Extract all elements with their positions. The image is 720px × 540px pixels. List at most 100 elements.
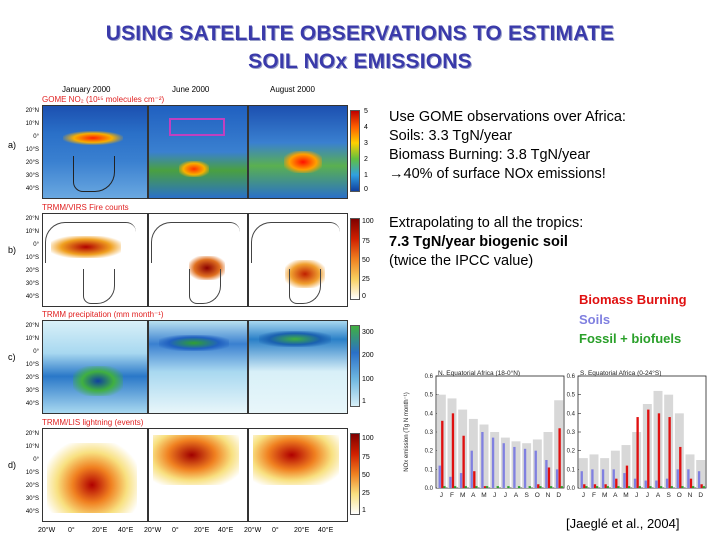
lat-label: 20°S (25, 160, 39, 166)
lon-label: 20°W (244, 527, 262, 534)
x-tick-label: J (646, 492, 649, 499)
x-tick-label: F (592, 492, 596, 499)
lat-label: 0° (33, 349, 39, 355)
colorbar-precip (350, 325, 360, 407)
bar-fossil-biofuels (659, 486, 663, 488)
colorbar-tick: 50 (362, 257, 370, 264)
lat-label: 0° (33, 134, 39, 140)
y-tick-label: 0.6 (425, 374, 434, 380)
map-row-label-d: d) (8, 460, 17, 470)
bar-soils (580, 471, 583, 488)
bar-soils (644, 480, 647, 488)
bar-total (511, 441, 521, 488)
text-biomass-value: Biomass Burning: 3.8 TgN/year (389, 147, 591, 163)
colorbar-tick: 300 (362, 329, 374, 336)
text-extrapolating: Extrapolating to all the tropics: (389, 215, 584, 231)
bar-total (578, 458, 588, 488)
y-tick-label: 0.5 (425, 393, 434, 399)
bar-biomass-burning (441, 420, 444, 488)
x-tick-label: S (524, 492, 529, 499)
x-tick-label: M (602, 492, 607, 499)
map-row-title-precip: TRMM precipitation (mm month⁻¹) (42, 310, 164, 319)
bar-total (500, 437, 510, 488)
lat-label: 10°N (25, 229, 39, 235)
bar-biomass-burning (483, 486, 487, 488)
lat-label: 10°S (25, 362, 39, 368)
bar-soils (502, 443, 505, 488)
bar-soils (697, 471, 701, 488)
lat-label: 10°N (25, 336, 39, 342)
bar-biomass-burning (547, 467, 551, 488)
colorbar-tick: 25 (362, 490, 370, 497)
map-column-header-june: June 2000 (172, 85, 210, 94)
y-tick-label: 0.4 (567, 411, 576, 417)
bar-fossil-biofuels (702, 486, 705, 488)
x-tick-label: F (450, 492, 454, 499)
colorbar-fire (350, 218, 360, 300)
text-biogenic-soil: 7.3 TgN/year biogenic soil (389, 234, 568, 250)
lat-label: 30°S (25, 281, 39, 287)
lat-label: 30°S (25, 173, 39, 179)
lat-label: 40°S (25, 186, 39, 192)
colorbar-tick: 75 (362, 238, 370, 245)
x-tick-label: M (460, 492, 465, 499)
bar-fossil-biofuels (549, 486, 553, 488)
lon-label: 20°E (294, 527, 310, 534)
map-row-label-b: b) (8, 245, 17, 255)
bar-biomass-burning (593, 484, 597, 488)
bar-biomass-burning (615, 478, 618, 488)
bar-fossil-biofuels (453, 486, 457, 488)
y-tick-label: 0.1 (425, 467, 434, 473)
bar-fossil-biofuels (485, 486, 489, 488)
bar-soils (470, 450, 473, 488)
lat-label: 20°S (25, 375, 39, 381)
legend-soils: Soils (579, 312, 611, 327)
map-precip-june (148, 320, 248, 414)
lat-labels-row-b: 20°N 10°N 0° 10°S 20°S 30°S 40°S (22, 216, 42, 308)
bar-fossil-biofuels (539, 486, 542, 488)
lat-label: 20°N (25, 323, 39, 329)
x-tick-label: J (635, 492, 638, 499)
bar-biomass-burning (679, 446, 682, 488)
x-tick-label: J (504, 492, 507, 499)
lat-label: 20°N (25, 216, 39, 222)
bar-soils (601, 469, 605, 488)
lat-label: 30°S (25, 388, 39, 394)
map-fire-august (248, 213, 348, 307)
map-gome-june (148, 105, 248, 199)
lat-label: 40°S (25, 401, 39, 407)
lat-label: 20°S (25, 268, 39, 274)
lon-label: 40°E (218, 527, 234, 534)
bar-soils (655, 480, 658, 488)
map-precip-january (42, 320, 148, 414)
bar-soils (449, 476, 452, 488)
lat-label: 20°S (25, 483, 39, 489)
bar-fossil-biofuels (496, 486, 499, 488)
y-tick-label: 0.5 (567, 393, 576, 399)
bar-soils (545, 460, 548, 488)
text-gome-africa: Use GOME observations over Africa: (389, 109, 626, 125)
map-lightning-january (42, 428, 148, 522)
lat-label: 10°N (25, 444, 39, 450)
x-tick-label: O (535, 492, 540, 499)
colorbar-tick: 1 (362, 507, 366, 514)
bar-biomass-burning (451, 413, 455, 488)
chart-ylabel: NOx emission (Tg N month⁻¹) (404, 392, 410, 472)
bar-soils (687, 469, 690, 488)
lat-label: 10°S (25, 470, 39, 476)
x-tick-label: A (514, 492, 519, 499)
x-tick-label: M (481, 492, 486, 499)
map-gome-august (248, 105, 348, 199)
lat-label: 40°S (25, 509, 39, 515)
chart-title: N. Equatorial Africa (18-0°N) (438, 369, 520, 377)
y-tick-label: 0.0 (567, 486, 576, 492)
lon-label: 20°W (144, 527, 162, 534)
colorbar-tick: 200 (362, 352, 374, 359)
lon-label: 40°E (118, 527, 134, 534)
text-percent-line: →40% of surface NOx emissions! (389, 165, 606, 184)
bar-biomass-burning (583, 484, 586, 488)
bar-biomass-burning (625, 465, 629, 488)
colorbar-tick: 5 (364, 108, 368, 115)
legend-biomass-burning: Biomass Burning (579, 292, 687, 307)
bar-biomass-burning (657, 413, 661, 488)
